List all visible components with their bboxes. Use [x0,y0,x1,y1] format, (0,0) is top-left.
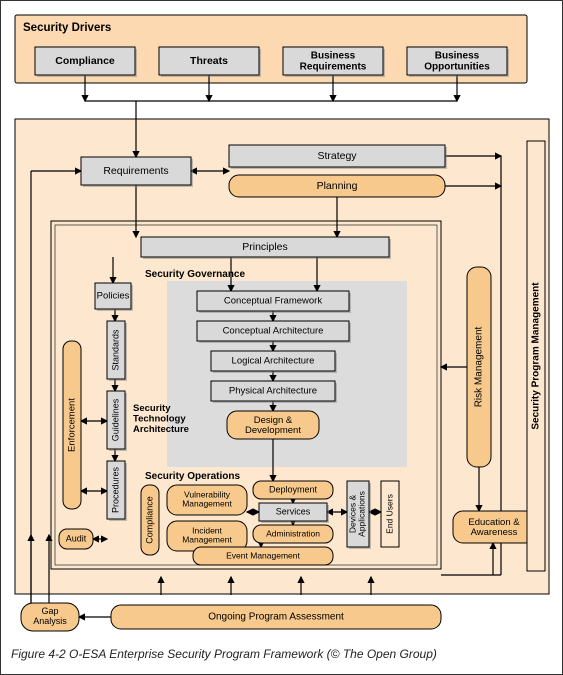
logical_arch: Logical Architecture [211,351,337,373]
svg-text:Guidelines: Guidelines [110,398,120,441]
svg-text:Threats: Threats [190,55,228,67]
guidelines: Guidelines [107,391,127,451]
svg-text:Policies: Policies [97,291,130,302]
svg-text:Compliance: Compliance [55,55,115,67]
enforcement: Enforcement [63,341,81,509]
figure-frame: Security DriversSecurity GovernanceSecur… [0,0,563,675]
services: Services [259,503,329,523]
edu_aware: Education &Awareness [453,511,535,543]
svg-text:Standards: Standards [110,329,120,371]
svg-text:Services: Services [276,506,311,516]
svg-text:Compliance: Compliance [144,496,154,544]
svg-text:Security Program Management: Security Program Management [531,282,542,430]
principles: Principles [141,237,391,259]
planning: Planning [229,175,445,197]
end_users: End Users [381,481,399,547]
svg-text:Procedures: Procedures [110,466,120,513]
compliance_d: Compliance [35,47,137,77]
event_mgmt: Event Management [193,547,333,565]
design_dev: Design &Development [227,411,319,439]
svg-text:Logical Architecture: Logical Architecture [232,356,315,367]
svg-text:VulnerabilityManagement: VulnerabilityManagement [182,490,232,509]
svg-text:End Users: End Users [384,494,394,534]
svg-text:Risk Management: Risk Management [474,326,485,407]
ongoing_assess: Ongoing Program Assessment [111,605,441,629]
svg-text:Conceptual Architecture: Conceptual Architecture [223,326,324,337]
svg-text:Ongoing Program Assessment: Ongoing Program Assessment [208,612,344,623]
standards: Standards [107,321,127,381]
drivers_title: Security Drivers [23,22,111,34]
svg-text:Event Management: Event Management [226,550,300,560]
svg-text:Physical Architecture: Physical Architecture [229,386,317,397]
svg-text:Planning: Planning [317,180,358,192]
vuln_mgmt: VulnerabilityManagement [167,485,247,515]
devices_apps: Devices &Applications [347,481,371,549]
compliance_ops: Compliance [141,485,159,555]
svg-text:Audit: Audit [66,533,87,543]
svg-text:Education &Awareness: Education &Awareness [468,516,520,537]
administration: Administration [253,525,333,543]
gap_analysis: GapAnalysis [21,603,79,631]
svg-text:Administration: Administration [266,528,320,538]
svg-text:Conceptual Framework: Conceptual Framework [224,296,322,307]
bizreq_d: BusinessRequirements [283,47,385,77]
concept_fw: Conceptual Framework [197,291,351,313]
physical_arch: Physical Architecture [211,381,337,403]
strategy: Strategy [229,145,447,169]
threats_d: Threats [159,47,261,77]
svg-text:Enforcement: Enforcement [67,398,78,452]
sec_prog_mgmt: Security Program Management [527,141,545,571]
policies: Policies [95,283,133,311]
bizopp_d: BusinessOpportunities [407,47,509,77]
ops_title: Security Operations [145,471,240,482]
deployment: Deployment [253,481,333,499]
figure-caption: Figure 4-2 O-ESA Enterprise Security Pro… [1,641,562,667]
svg-text:Strategy: Strategy [317,150,357,162]
svg-text:Deployment: Deployment [269,484,318,494]
procedures: Procedures [107,461,127,521]
risk_mgmt: Risk Management [467,267,491,467]
svg-text:Requirements: Requirements [103,165,168,177]
concept_arch: Conceptual Architecture [197,321,351,343]
requirements: Requirements [81,157,193,187]
svg-text:Principles: Principles [242,241,288,253]
diagram-svg: Security DriversSecurity GovernanceSecur… [1,1,563,641]
svg-text:Devices &Applications: Devices &Applications [348,491,367,537]
audit: Audit [59,529,93,549]
